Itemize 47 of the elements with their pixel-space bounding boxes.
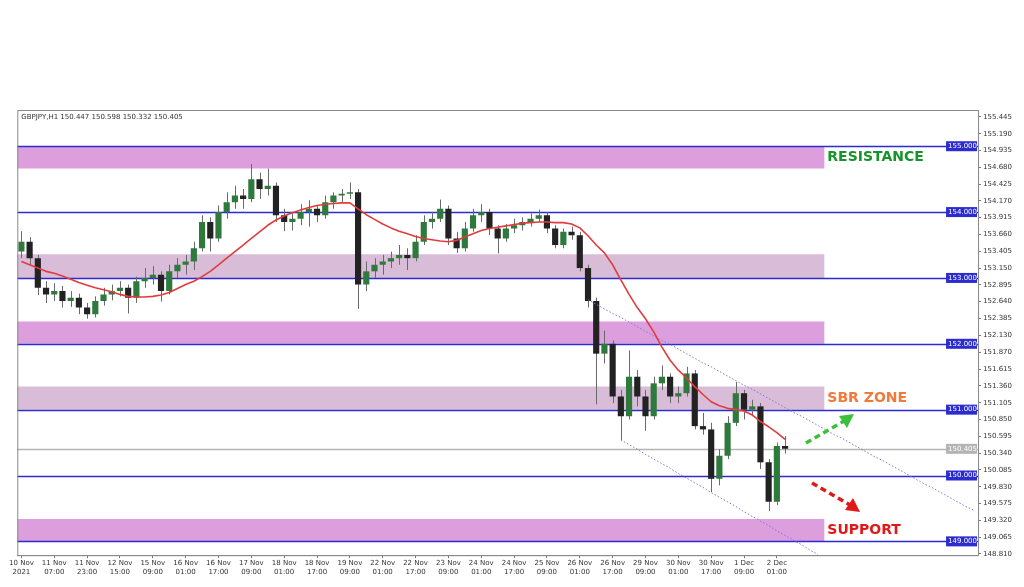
- candlestick: [297, 203, 304, 226]
- candlestick: [166, 264, 173, 295]
- candlestick: [740, 389, 748, 421]
- candlestick: [18, 230, 25, 259]
- candlestick: [248, 163, 255, 203]
- candlestick: [601, 330, 608, 365]
- candlestick: [396, 244, 403, 266]
- candlestick: [552, 224, 559, 249]
- candlestick: [92, 295, 99, 318]
- candlestick: [75, 293, 82, 315]
- candlestick: [420, 214, 427, 246]
- candlestick: [190, 241, 197, 271]
- band-label: RESISTANCE: [827, 148, 924, 165]
- line-series: [620, 439, 819, 556]
- candlestick: [59, 285, 66, 309]
- candlestick: [371, 257, 378, 279]
- candlestick: [149, 265, 156, 286]
- candlestick: [256, 172, 263, 200]
- candlestick: [240, 188, 247, 210]
- candlestick: [223, 191, 230, 220]
- candlestick: [346, 181, 353, 200]
- candlestick: [26, 236, 33, 266]
- candlestick: [437, 199, 444, 223]
- candlestick: [264, 168, 271, 197]
- candlestick: [182, 254, 189, 276]
- candlestick: [141, 267, 148, 289]
- candlestick: [486, 208, 493, 236]
- candlestick: [667, 372, 674, 404]
- candlestick: [289, 211, 296, 232]
- candlestick: [157, 270, 165, 303]
- candlestick: [363, 260, 370, 292]
- candlestick: [469, 208, 477, 233]
- candlestick: [207, 216, 214, 253]
- candlestick: [404, 247, 411, 271]
- candlestick: [305, 199, 312, 228]
- candlestick: [634, 369, 641, 407]
- candlestick: [174, 257, 181, 279]
- candlestick: [560, 228, 567, 249]
- band-label: SUPPORT: [827, 520, 902, 537]
- candlestick: [699, 412, 707, 436]
- band-label: SBR ZONE: [827, 388, 908, 405]
- candlestick: [642, 389, 649, 432]
- candlestick: [683, 366, 690, 397]
- candlestick: [379, 254, 386, 276]
- candlestick: [617, 389, 624, 441]
- candlestick: [412, 234, 419, 262]
- candlestick: [716, 448, 723, 486]
